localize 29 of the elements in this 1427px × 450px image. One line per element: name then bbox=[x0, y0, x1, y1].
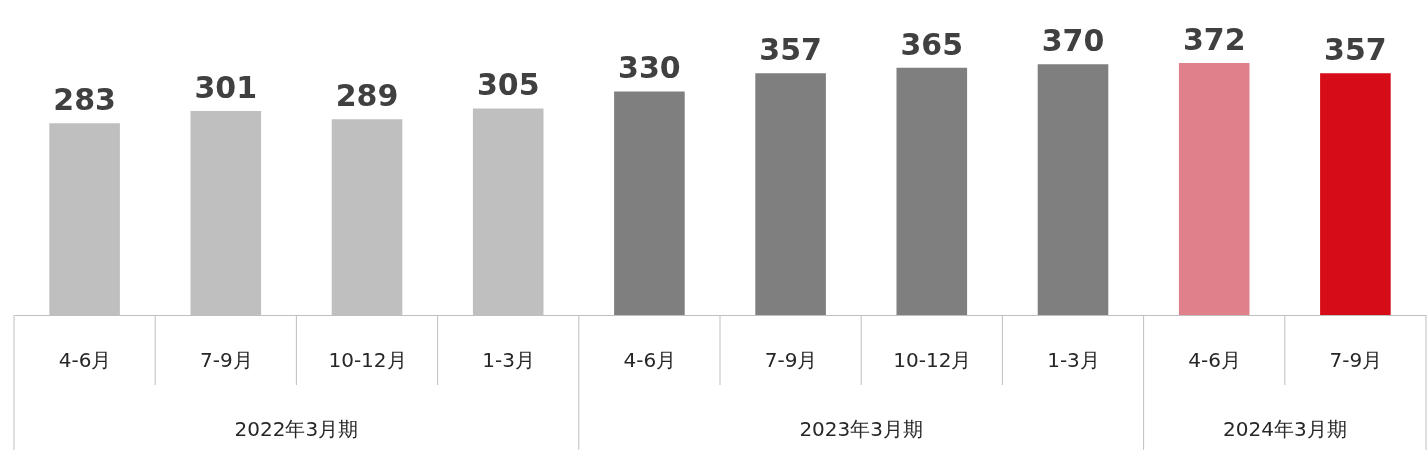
bar bbox=[896, 67, 968, 315]
data-label: 289 bbox=[335, 78, 399, 114]
x-tick-label: 4-6月 bbox=[58, 347, 112, 372]
data-label: 305 bbox=[476, 67, 540, 103]
x-tick-label: 4-6月 bbox=[1188, 347, 1242, 372]
x-tick-label: 1-3月 bbox=[482, 347, 536, 372]
data-label: 365 bbox=[900, 26, 964, 62]
x-tick-label: 4-6月 bbox=[623, 347, 677, 372]
bar bbox=[1037, 64, 1109, 315]
text: 2023年3月期 bbox=[799, 417, 924, 441]
x-tick-label: 10-12月 bbox=[893, 347, 972, 372]
data-label: 372 bbox=[1182, 22, 1246, 57]
x-tick-label: 7-9月 bbox=[199, 347, 253, 372]
data-label: 357 bbox=[1324, 32, 1387, 68]
text: 2024年3月期 bbox=[1222, 417, 1347, 441]
data-label: 370 bbox=[1041, 23, 1105, 59]
bar bbox=[755, 73, 826, 315]
x-tick-label: 1-3月 bbox=[1047, 347, 1100, 372]
data-label: 301 bbox=[194, 70, 258, 106]
x-tick-label: 10-12月 bbox=[328, 347, 407, 372]
x-tick-label: 7-9月 bbox=[764, 347, 818, 372]
data-label: 283 bbox=[53, 82, 116, 118]
bar bbox=[1178, 63, 1250, 315]
x-tick-label: 7-9月 bbox=[1329, 347, 1383, 372]
data-label: 330 bbox=[618, 50, 681, 86]
bar bbox=[1320, 73, 1391, 315]
bar bbox=[614, 91, 685, 315]
text: 2022年3月期 bbox=[234, 417, 359, 441]
data-label: 357 bbox=[759, 32, 822, 68]
